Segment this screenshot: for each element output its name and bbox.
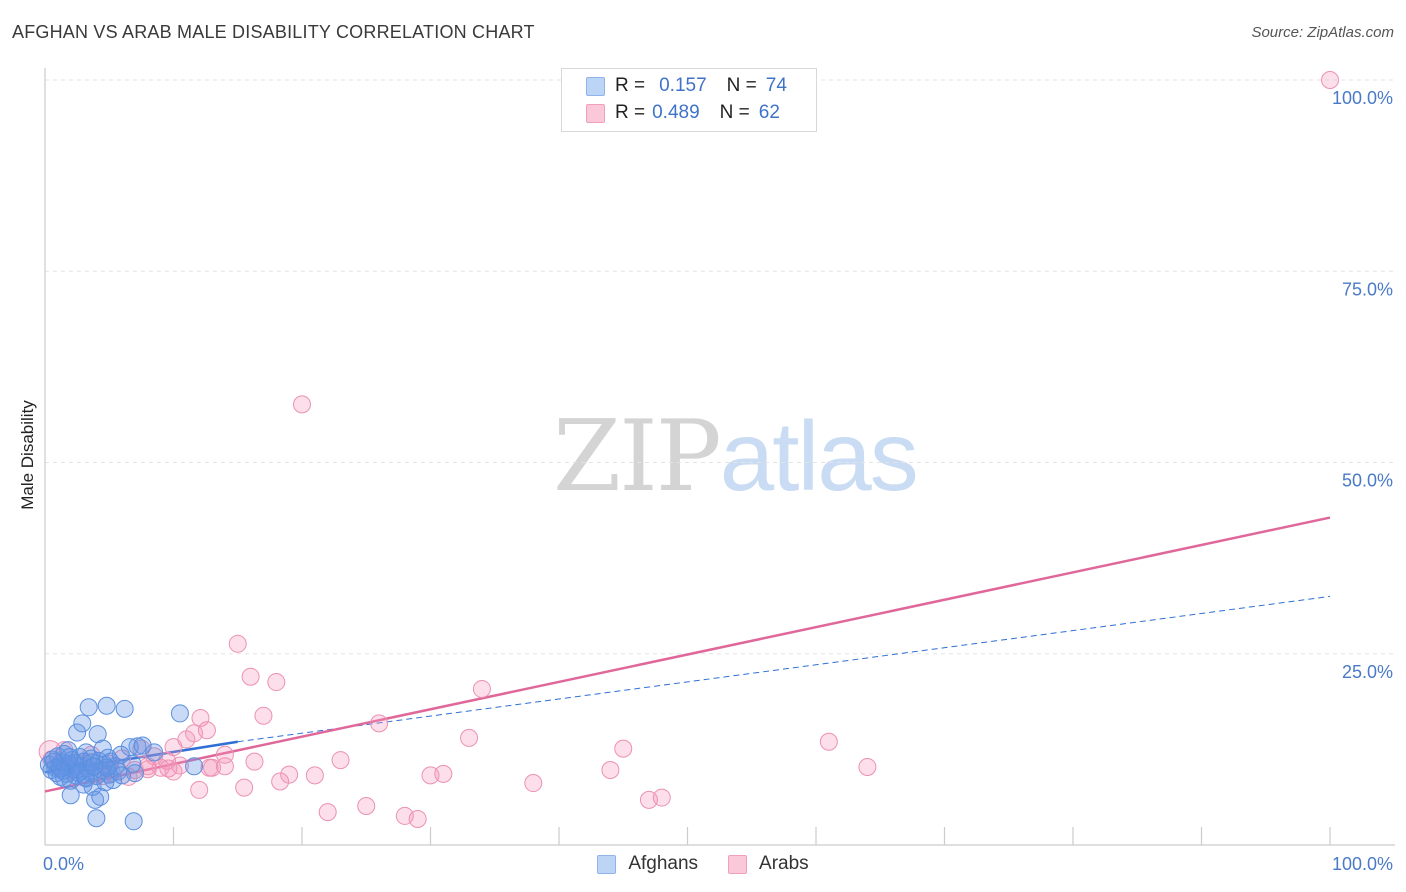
afghans-point: [145, 743, 164, 762]
x-tick-label: 0.0%: [43, 854, 84, 874]
x-tick-label: 100.0%: [1332, 854, 1393, 874]
r-value: 0.489: [652, 102, 700, 123]
arabs-point: [524, 774, 543, 793]
arabs-point: [614, 739, 633, 758]
n-value: 62: [758, 102, 780, 123]
r-label: R =: [615, 75, 646, 96]
gridlines: [45, 79, 1395, 655]
afghans-point: [60, 748, 79, 767]
r-label: R =: [615, 102, 646, 123]
afghans-point: [87, 809, 106, 828]
arabs-point: [159, 759, 178, 778]
afghans-point: [111, 745, 130, 764]
arabs-point: [819, 732, 838, 751]
arabs-point: [280, 765, 299, 784]
legend-label: Afghans: [628, 853, 699, 874]
arabs-point: [254, 706, 273, 725]
afghans-trend-extension: [237, 595, 1331, 743]
y-tick-label: 50.0%: [1342, 471, 1393, 491]
arabs-point: [434, 764, 453, 783]
afghans-point: [79, 698, 98, 717]
afghans-point: [97, 758, 116, 777]
arabs-point: [164, 762, 183, 781]
n-value: 74: [765, 75, 787, 96]
legend-label: Arabs: [759, 853, 809, 874]
arabs-point: [460, 728, 479, 747]
n-label: N =: [726, 75, 757, 96]
arabs-point: [652, 788, 671, 807]
axes: [44, 68, 1395, 846]
arabs-point: [271, 772, 290, 791]
arabs-point: [472, 679, 491, 698]
legend-item-afghans: Afghans: [597, 853, 698, 875]
trend-lines: [44, 516, 1331, 793]
afghans-point: [44, 752, 63, 771]
r-value: 0.157: [659, 75, 707, 96]
afghans-point: [125, 764, 144, 783]
afghans-point: [88, 725, 107, 744]
arabs-point: [215, 757, 234, 776]
arabs-point: [357, 796, 376, 815]
y-tick-label: 100.0%: [1332, 88, 1393, 108]
arabs-point: [421, 766, 440, 785]
chart-title: AFGHAN VS ARAB MALE DISABILITY CORRELATI…: [12, 22, 535, 42]
arabs-point: [200, 758, 219, 777]
y-tick-label: 75.0%: [1342, 279, 1393, 299]
afghans-point: [68, 723, 87, 742]
arabs-point: [245, 752, 264, 771]
arabs-point: [601, 761, 620, 780]
arabs-point: [318, 803, 337, 822]
arabs-point: [293, 395, 311, 414]
y-tick-label: 25.0%: [1342, 662, 1393, 682]
afghans-point: [55, 769, 74, 788]
n-label: N =: [719, 102, 750, 123]
afghans-point: [61, 786, 80, 805]
legend-item-arabs: Arabs: [728, 853, 809, 875]
afghans-point: [170, 704, 189, 723]
arabs-point: [190, 780, 209, 799]
afghans-point: [133, 736, 152, 755]
data-points: [38, 71, 1339, 831]
arabs-swatch: [586, 103, 605, 123]
afghans-point: [77, 743, 96, 762]
arabs-point: [858, 757, 877, 776]
afghans-point: [91, 787, 110, 806]
arabs-point: [370, 714, 389, 733]
afghans-point: [73, 714, 92, 733]
afghans-point: [128, 737, 147, 756]
afghans-swatch: [586, 76, 605, 96]
afghans-point: [97, 696, 116, 715]
arabs-point: [235, 778, 254, 797]
watermark-zip: ZIP: [553, 400, 722, 514]
afghans-point: [124, 812, 143, 831]
tick-labels: 100.0% 75.0% 50.0% 25.0% 0.0% 100.0%: [43, 88, 1393, 874]
arabs-point: [228, 634, 247, 653]
arabs-point: [331, 751, 350, 770]
correlation-legend: R = 0.157 N = 74 R = 0.489 N = 62: [561, 68, 817, 132]
source-note: Source: ZipAtlas.com: [1251, 24, 1394, 41]
arabs-point: [1321, 71, 1339, 89]
arabs-point: [267, 673, 286, 692]
series-legend: Afghans Arabs: [0, 853, 1406, 875]
arabs-trend-line: [44, 516, 1331, 793]
afghans-point: [84, 757, 103, 776]
arabs-point: [197, 721, 216, 740]
watermark: ZIPatlas: [553, 400, 919, 514]
legend-row-afghans: R = 0.157 N = 74: [586, 73, 787, 99]
watermark-atlas: atlas: [719, 401, 919, 511]
afghans-point: [115, 699, 134, 718]
arabs-point: [408, 809, 427, 828]
arabs-point: [305, 766, 324, 785]
afghans-point: [185, 757, 204, 776]
afghans-point: [59, 741, 78, 760]
afghans-swatch: [597, 854, 617, 874]
arabs-point: [241, 667, 260, 686]
legend-row-arabs: R = 0.489 N = 62: [586, 100, 780, 126]
afghans-point: [86, 790, 105, 809]
arabs-swatch: [728, 854, 748, 874]
